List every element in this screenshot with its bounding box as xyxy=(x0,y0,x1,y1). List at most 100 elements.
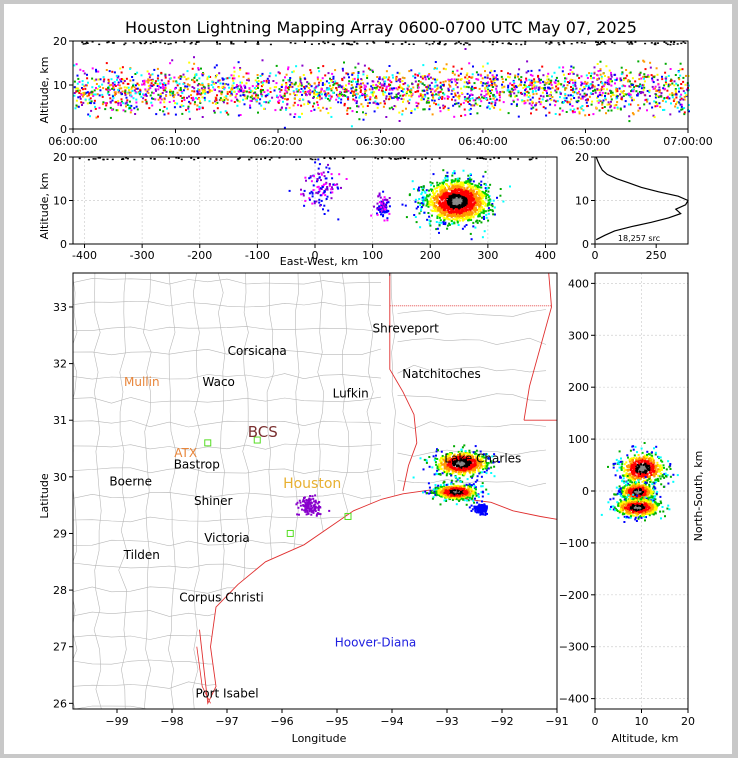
source-point xyxy=(435,196,438,199)
source-point xyxy=(530,79,533,82)
source-point xyxy=(634,80,637,83)
source-point xyxy=(451,174,454,177)
source-point xyxy=(182,89,185,92)
source-point xyxy=(73,92,76,94)
source-point xyxy=(590,72,593,75)
source-point xyxy=(81,80,84,83)
source-point xyxy=(196,79,199,82)
source-point xyxy=(308,192,311,195)
source-point xyxy=(472,189,475,192)
source-point xyxy=(278,88,281,91)
source-point xyxy=(597,70,600,73)
source-point xyxy=(460,217,462,219)
source-point xyxy=(428,215,431,218)
source-point xyxy=(122,158,125,160)
source-point xyxy=(401,113,404,116)
source-point xyxy=(300,193,303,196)
source-point xyxy=(586,81,589,84)
source-point xyxy=(470,196,473,199)
source-point xyxy=(425,101,428,104)
source-point xyxy=(373,205,375,208)
source-point xyxy=(408,102,411,105)
source-point xyxy=(410,95,413,98)
source-point xyxy=(479,205,482,208)
source-point xyxy=(623,105,626,108)
source-point xyxy=(652,87,655,90)
source-point xyxy=(434,89,437,92)
source-point xyxy=(263,80,266,82)
source-point xyxy=(458,477,461,480)
source-point xyxy=(510,103,513,106)
source-point xyxy=(457,214,460,217)
source-point xyxy=(422,185,425,188)
source-point xyxy=(417,74,419,77)
source-point xyxy=(299,76,302,79)
source-point xyxy=(613,104,616,107)
source-point xyxy=(508,76,511,79)
source-point xyxy=(389,79,392,82)
source-point xyxy=(237,158,240,160)
source-point xyxy=(401,76,404,79)
source-point xyxy=(453,170,456,173)
source-point xyxy=(420,206,423,208)
source-point xyxy=(680,83,683,85)
source-point xyxy=(570,65,573,68)
source-point xyxy=(178,82,181,85)
source-point xyxy=(395,93,398,96)
source-point xyxy=(474,210,477,213)
source-point xyxy=(687,84,690,87)
source-point xyxy=(201,96,204,99)
source-point xyxy=(310,43,313,45)
x-tick-label: -300 xyxy=(130,249,155,262)
source-point xyxy=(433,192,436,195)
source-point xyxy=(607,101,610,104)
source-point xyxy=(489,92,492,95)
source-point xyxy=(211,80,214,83)
source-point xyxy=(395,78,398,81)
source-point xyxy=(469,188,472,191)
source-point xyxy=(169,90,171,93)
source-point xyxy=(255,85,258,88)
source-point xyxy=(81,83,84,86)
source-point xyxy=(550,98,553,101)
source-point xyxy=(218,79,221,82)
source-point xyxy=(394,96,397,99)
source-point xyxy=(432,173,435,176)
source-point xyxy=(436,78,439,81)
source-point xyxy=(76,82,79,85)
source-point xyxy=(474,184,477,187)
source-point xyxy=(116,109,119,112)
source-point xyxy=(242,89,245,92)
source-point xyxy=(472,65,474,68)
source-point xyxy=(448,195,451,198)
source-point xyxy=(360,103,363,106)
source-point xyxy=(299,78,302,81)
source-point xyxy=(610,98,613,101)
source-point xyxy=(493,70,496,73)
source-point xyxy=(489,71,492,74)
source-point xyxy=(311,202,314,205)
source-point xyxy=(261,59,264,62)
source-point xyxy=(593,85,596,88)
source-point xyxy=(491,105,494,108)
source-point xyxy=(439,106,441,109)
source-point xyxy=(323,90,326,93)
source-point xyxy=(248,79,250,82)
source-point xyxy=(620,66,623,69)
source-point xyxy=(467,86,470,89)
source-point xyxy=(573,111,576,114)
source-point xyxy=(280,86,283,88)
source-point xyxy=(106,41,109,44)
source-point xyxy=(420,97,423,100)
source-point xyxy=(335,98,338,101)
source-point xyxy=(593,72,596,75)
source-point xyxy=(345,88,348,91)
source-point xyxy=(453,222,456,225)
source-point xyxy=(307,82,310,85)
source-point xyxy=(663,87,666,90)
source-point xyxy=(179,95,182,97)
source-point xyxy=(468,185,471,188)
source-point xyxy=(443,93,446,96)
source-point xyxy=(477,73,480,76)
source-point xyxy=(580,81,583,84)
